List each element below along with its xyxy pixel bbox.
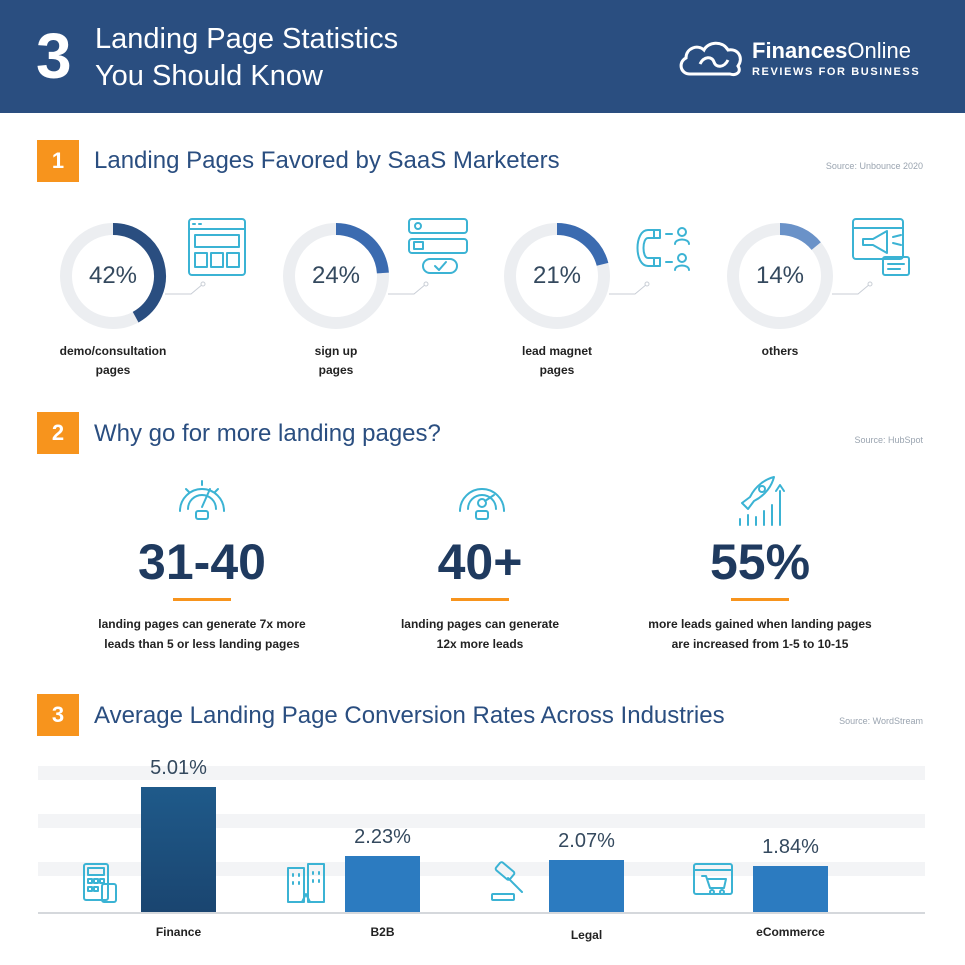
- bar-category-label-1: Finance: [155, 925, 202, 939]
- donut-value-1: 42%: [88, 262, 138, 289]
- header-title-line1: Landing Page Statistics: [95, 23, 399, 55]
- donut-label-3: lead magnet pages: [477, 342, 637, 380]
- bar-category-label-3: Legal: [570, 928, 603, 942]
- donut-connector-dot-4: [867, 281, 873, 287]
- brand-name: FinancesOnline: [752, 38, 911, 64]
- donut-label-2-line1: sign up: [314, 344, 358, 358]
- magnet-icon: [636, 227, 690, 271]
- donut-label-4: others: [700, 342, 860, 361]
- speedometer-icon: [179, 480, 225, 520]
- stat-value-2: 40+: [437, 534, 523, 590]
- brand-regular: Online: [847, 38, 911, 63]
- section-2-source: Source: HubSpot: [854, 435, 923, 445]
- donut-connector-dot-3: [644, 281, 650, 287]
- signup-form-icon: [408, 218, 468, 274]
- bar-b2b: [345, 856, 420, 912]
- stat-text-1-line2: leads than 5 or less landing pages: [104, 637, 300, 651]
- stat-value-3: 55%: [709, 534, 811, 590]
- bar-category-label-4: eCommerce: [756, 925, 825, 939]
- donut-chart-area: [60, 223, 873, 329]
- donut-value-2: 24%: [311, 262, 361, 289]
- header-banner: 3 Landing Page Statistics You Should Kno…: [0, 0, 965, 113]
- stat-text-3-line1: more leads gained when landing pages: [648, 617, 872, 631]
- donut-label-4-line1: others: [761, 344, 799, 358]
- stat-value-1: 31-40: [138, 534, 266, 590]
- stat-underline-3: [731, 598, 789, 601]
- donut-arc-3: [556, 223, 609, 267]
- section-2-title: Why go for more landing pages?: [94, 420, 441, 447]
- section-3-source: Source: WordStream: [839, 716, 923, 726]
- section-1-title: Landing Pages Favored by SaaS Marketers: [94, 147, 560, 174]
- bar-finance: [141, 787, 216, 912]
- bar-category-label-2: B2B: [370, 925, 395, 939]
- shopping-cart-icon: [693, 863, 733, 895]
- donut-connector-4: [832, 283, 871, 295]
- section-3-number: 3: [37, 694, 79, 736]
- donut-value-4: 14%: [755, 262, 805, 289]
- chart-band-3: [38, 862, 925, 876]
- bar-legal: [549, 860, 624, 912]
- chart-band-2: [38, 814, 925, 828]
- stat-text-3-line2: are increased from 1-5 to 10-15: [671, 637, 849, 651]
- donut-label-2: sign up pages: [256, 342, 416, 380]
- chart-baseline: [38, 912, 925, 914]
- section-1-source: Source: Unbounce 2020: [825, 161, 923, 171]
- brand-bold: Finances: [752, 38, 848, 63]
- megaphone-icon: [852, 218, 910, 276]
- donut-label-3-line1: lead magnet: [521, 344, 593, 358]
- donut-arc-4: [779, 223, 821, 251]
- section-1-number: 1: [37, 140, 79, 182]
- bar-value-label-3: 2.07%: [558, 830, 615, 853]
- donut-arc-2: [335, 223, 389, 274]
- stat-text-1: landing pages can generate 7x more leads…: [62, 614, 342, 654]
- bar-value-label-4: 1.84%: [762, 836, 819, 859]
- rocket-growth-icon: [739, 476, 785, 526]
- donut-label-3-line2: pages: [539, 363, 575, 377]
- browser-layout-icon: [188, 218, 246, 276]
- cloud-logo-icon: [679, 41, 742, 76]
- header-number: 3: [36, 20, 72, 92]
- donut-label-1-line2: pages: [95, 363, 131, 377]
- donut-connector-3: [609, 283, 648, 295]
- donut-value-3: 21%: [532, 262, 582, 289]
- donut-label-2-line2: pages: [318, 363, 354, 377]
- calculator-icon: [83, 863, 117, 903]
- donut-connector-dot-2: [423, 281, 429, 287]
- bar-value-label-2: 2.23%: [354, 826, 411, 849]
- donut-label-1: demo/consultation pages: [33, 342, 193, 380]
- gauge-icon: [459, 488, 505, 520]
- stat-underline-2: [451, 598, 509, 601]
- donut-connector-1: [165, 283, 204, 295]
- section-2-number: 2: [37, 412, 79, 454]
- bar-value-label-1: 5.01%: [150, 757, 207, 779]
- chart-band-1: [38, 766, 925, 780]
- brand-tagline: REVIEWS FOR BUSINESS: [752, 66, 921, 78]
- donut-connector-dot-1: [200, 281, 206, 287]
- section-3-title: Average Landing Page Conversion Rates Ac…: [94, 702, 725, 729]
- stat-text-3: more leads gained when landing pages are…: [620, 614, 900, 654]
- bar-ecommerce: [753, 866, 828, 912]
- stat-underline-1: [173, 598, 231, 601]
- donut-label-1-line1: demo/consultation: [59, 344, 167, 358]
- gavel-icon: [491, 861, 523, 901]
- donut-connector-2: [388, 283, 427, 295]
- buildings-icon: [287, 863, 325, 903]
- stat-text-1-line1: landing pages can generate 7x more: [98, 617, 306, 631]
- stat-text-2-line1: landing pages can generate: [400, 617, 560, 631]
- stat-text-2: landing pages can generate 12x more lead…: [340, 614, 620, 654]
- donut-arc-1: [112, 223, 166, 323]
- stat-text-2-line2: 12x more leads: [436, 637, 524, 651]
- header-title-line2: You Should Know: [95, 60, 323, 92]
